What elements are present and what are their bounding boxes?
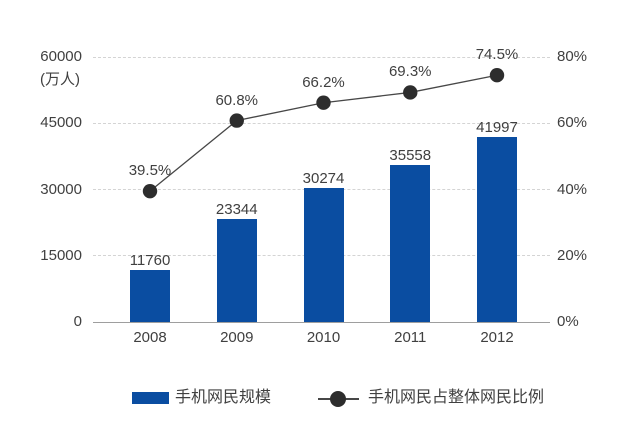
line-marker-2011: [403, 85, 418, 100]
right-axis-tick-label: 0%: [557, 313, 579, 330]
left-axis-tick-label: 60000: [40, 48, 82, 65]
bar-value-label: 23344: [215, 200, 258, 218]
line-marker-2009: [229, 113, 244, 128]
gridline: [93, 56, 550, 58]
legend-line-dot-icon: [330, 390, 346, 407]
x-axis-category-label: 2009: [220, 329, 254, 346]
line-value-label: 74.5%: [475, 46, 519, 64]
line-value-label: 66.2%: [302, 73, 345, 91]
bar-value-label: 11760: [129, 252, 171, 270]
bar-2008: [130, 270, 170, 322]
gridline: [93, 122, 550, 124]
left-axis-tick-label: 15000: [40, 246, 82, 264]
right-axis-tick-label: 20%: [557, 246, 588, 264]
x-axis-line: [93, 321, 550, 323]
x-axis-category-label: 2008: [133, 329, 167, 346]
line-value-label: 69.3%: [388, 63, 432, 81]
line-value-label: 39.5%: [128, 162, 172, 180]
right-axis-tick-label: 60%: [557, 114, 588, 132]
bar-value-label: 30274: [302, 170, 345, 188]
line-value-label: 60.8%: [215, 91, 259, 109]
line-marker-2012: [489, 68, 505, 83]
left-axis-tick-label: 45000: [40, 114, 82, 132]
bar-2012: [477, 136, 517, 322]
bar-2011: [390, 164, 431, 322]
bar-value-label: 35558: [389, 146, 432, 164]
legend-line-icon: [318, 390, 359, 407]
line-series-path: [149, 74, 498, 192]
x-axis-category-label: 2012: [480, 329, 514, 346]
bar-value-label: 41997: [476, 118, 518, 136]
x-axis-category-label: 2010: [306, 329, 341, 346]
x-axis-category-label: 2011: [394, 329, 427, 346]
line-marker-2010: [316, 95, 331, 110]
bar-2009: [216, 218, 257, 322]
right-axis-tick-label: 80%: [557, 48, 588, 65]
y-axis-unit-label: (万人): [40, 71, 80, 88]
bar-2010: [303, 188, 344, 322]
line-marker-2008: [142, 183, 158, 199]
legend-bar-label: 手机网民规模: [175, 389, 272, 406]
legend-line-label: 手机网民占整体网民比例: [368, 389, 545, 406]
legend-bar-swatch-icon: [132, 392, 169, 404]
left-axis-tick-label: 0: [73, 313, 82, 330]
right-axis-tick-label: 40%: [557, 180, 588, 198]
left-axis-tick-label: 30000: [40, 180, 82, 198]
